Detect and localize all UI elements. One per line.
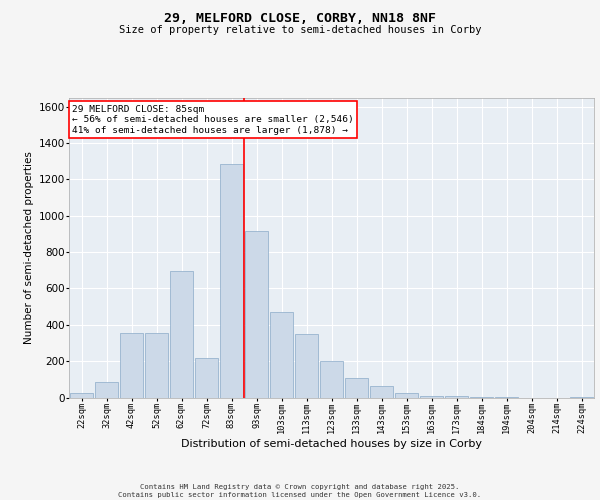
Text: 29 MELFORD CLOSE: 85sqm
← 56% of semi-detached houses are smaller (2,546)
41% of: 29 MELFORD CLOSE: 85sqm ← 56% of semi-de…	[72, 105, 354, 134]
Text: Size of property relative to semi-detached houses in Corby: Size of property relative to semi-detach…	[119, 25, 481, 35]
Bar	[495, 396, 518, 398]
Bar	[420, 396, 443, 398]
Bar	[220, 164, 243, 398]
Bar	[270, 312, 293, 398]
Bar	[195, 358, 218, 398]
Bar	[320, 361, 343, 398]
Bar	[245, 231, 268, 398]
Bar	[345, 378, 368, 398]
Bar	[120, 333, 143, 398]
Bar	[145, 333, 168, 398]
Bar	[370, 386, 393, 398]
Text: 29, MELFORD CLOSE, CORBY, NN18 8NF: 29, MELFORD CLOSE, CORBY, NN18 8NF	[164, 12, 436, 26]
X-axis label: Distribution of semi-detached houses by size in Corby: Distribution of semi-detached houses by …	[181, 438, 482, 448]
Bar	[570, 396, 593, 398]
Bar	[70, 393, 93, 398]
Bar	[295, 334, 318, 398]
Bar	[95, 382, 118, 398]
Bar	[445, 396, 468, 398]
Text: Contains HM Land Registry data © Crown copyright and database right 2025.
Contai: Contains HM Land Registry data © Crown c…	[118, 484, 482, 498]
Bar	[470, 396, 493, 398]
Bar	[170, 271, 193, 398]
Y-axis label: Number of semi-detached properties: Number of semi-detached properties	[25, 151, 34, 344]
Bar	[395, 393, 418, 398]
